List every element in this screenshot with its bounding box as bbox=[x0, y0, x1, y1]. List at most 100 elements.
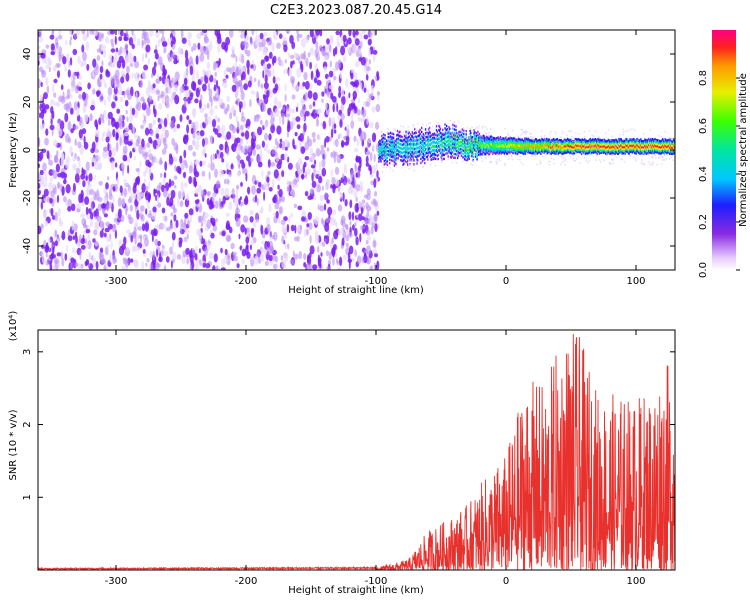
heatmap-cell bbox=[467, 142, 469, 145]
heatmap-cell bbox=[455, 143, 457, 146]
heatmap-cell bbox=[600, 139, 602, 142]
heatmap-cell bbox=[472, 150, 474, 153]
heatmap-cell bbox=[607, 149, 609, 152]
heatmap-cell bbox=[192, 43, 197, 51]
heatmap-cell bbox=[380, 140, 382, 143]
heatmap-cell bbox=[538, 139, 540, 142]
heatmap-cell bbox=[179, 200, 184, 208]
heatmap-cell bbox=[72, 72, 76, 81]
heatmap-cell bbox=[473, 129, 475, 132]
heatmap-cell bbox=[312, 264, 318, 270]
heatmap-cell bbox=[395, 140, 397, 143]
heatmap-cell bbox=[58, 54, 61, 63]
heatmap-cell bbox=[558, 149, 560, 152]
heatmap-cell bbox=[205, 263, 211, 269]
heatmap-cell bbox=[76, 156, 80, 162]
heatmap-cell bbox=[281, 224, 287, 234]
heatmap-cell bbox=[155, 263, 161, 268]
heatmap-cell bbox=[238, 198, 241, 205]
heatmap-cell bbox=[518, 138, 520, 141]
heatmap-cell bbox=[99, 65, 104, 74]
heatmap-cell bbox=[441, 154, 443, 157]
heatmap-cell bbox=[608, 144, 610, 148]
heatmap-cell bbox=[382, 137, 384, 140]
heatmap-cell bbox=[333, 123, 337, 129]
heatmap-cell bbox=[556, 140, 559, 143]
heatmap-cell bbox=[358, 213, 363, 222]
heatmap-cell bbox=[408, 155, 410, 158]
heatmap-cell bbox=[381, 148, 383, 151]
heatmap-cell bbox=[373, 178, 377, 189]
heatmap-cell bbox=[159, 30, 163, 34]
heatmap-cell bbox=[558, 147, 560, 150]
heatmap-cell bbox=[268, 203, 272, 213]
heatmap-cell bbox=[417, 159, 419, 162]
heatmap-cell bbox=[263, 191, 266, 201]
heatmap-cell bbox=[374, 223, 378, 232]
heatmap-cell bbox=[456, 149, 458, 153]
heatmap-cell bbox=[597, 137, 599, 141]
heatmap-cell bbox=[599, 146, 601, 150]
heatmap-cell bbox=[326, 266, 330, 270]
heatmap-cell bbox=[392, 155, 395, 158]
heatmap-cell bbox=[376, 170, 379, 178]
heatmap-cell bbox=[390, 137, 392, 140]
heatmap-cell bbox=[78, 75, 83, 80]
heatmap-cell bbox=[171, 251, 177, 261]
heatmap-cell bbox=[435, 133, 437, 137]
heatmap-cell bbox=[544, 139, 546, 143]
heatmap-cell bbox=[388, 150, 390, 153]
heatmap-cell bbox=[588, 145, 591, 148]
heatmap-cell bbox=[609, 140, 611, 143]
heatmap-cell bbox=[251, 140, 256, 149]
heatmap-cell bbox=[240, 140, 244, 146]
heatmap-cell bbox=[589, 147, 591, 151]
heatmap-cell bbox=[591, 150, 594, 153]
heatmap-cell bbox=[554, 142, 556, 145]
heatmap-cell bbox=[118, 83, 122, 92]
heatmap-cell bbox=[52, 30, 55, 35]
heatmap-cell bbox=[559, 151, 562, 154]
heatmap-cell bbox=[509, 142, 511, 145]
heatmap-cell bbox=[626, 144, 628, 147]
heatmap-cell bbox=[114, 96, 118, 102]
heatmap-cell bbox=[370, 92, 374, 99]
heatmap-cell bbox=[415, 151, 417, 155]
heatmap-cell bbox=[268, 133, 272, 141]
heatmap-cell bbox=[149, 263, 153, 270]
heatmap-cell bbox=[201, 149, 205, 156]
heatmap-cell bbox=[537, 139, 539, 142]
heatmap-cell bbox=[290, 224, 295, 232]
heatmap-cell bbox=[630, 148, 633, 151]
heatmap-cell bbox=[416, 158, 418, 161]
heatmap-cell bbox=[381, 151, 383, 154]
heatmap-cell bbox=[447, 139, 449, 142]
heatmap-cell bbox=[458, 144, 460, 148]
heatmap-cell bbox=[348, 245, 354, 255]
heatmap-cell bbox=[334, 178, 340, 187]
heatmap-cell bbox=[380, 153, 382, 157]
heatmap-cell bbox=[499, 146, 501, 150]
heatmap-cell bbox=[602, 145, 605, 148]
heatmap-cell bbox=[188, 90, 191, 95]
heatmap-cell bbox=[279, 138, 283, 143]
heatmap-cell bbox=[86, 30, 89, 38]
heatmap-cell bbox=[507, 139, 509, 143]
heatmap-cell bbox=[105, 136, 110, 143]
heatmap-cell bbox=[584, 142, 587, 145]
heatmap-cell bbox=[613, 139, 616, 142]
heatmap-cell bbox=[180, 218, 184, 227]
heatmap-cell bbox=[363, 66, 367, 73]
heatmap-cell bbox=[407, 140, 410, 143]
heatmap-cell bbox=[141, 223, 146, 232]
heatmap-cell bbox=[84, 260, 89, 267]
heatmap-cell bbox=[486, 143, 488, 147]
heatmap-cell bbox=[467, 149, 470, 152]
heatmap-cell bbox=[520, 142, 523, 145]
heatmap-cell bbox=[623, 142, 625, 145]
heatmap-cell bbox=[487, 149, 489, 152]
heatmap-cell bbox=[304, 80, 310, 90]
heatmap-cell bbox=[549, 148, 552, 151]
heatmap-cell bbox=[309, 234, 312, 244]
heatmap-cell bbox=[304, 156, 310, 161]
